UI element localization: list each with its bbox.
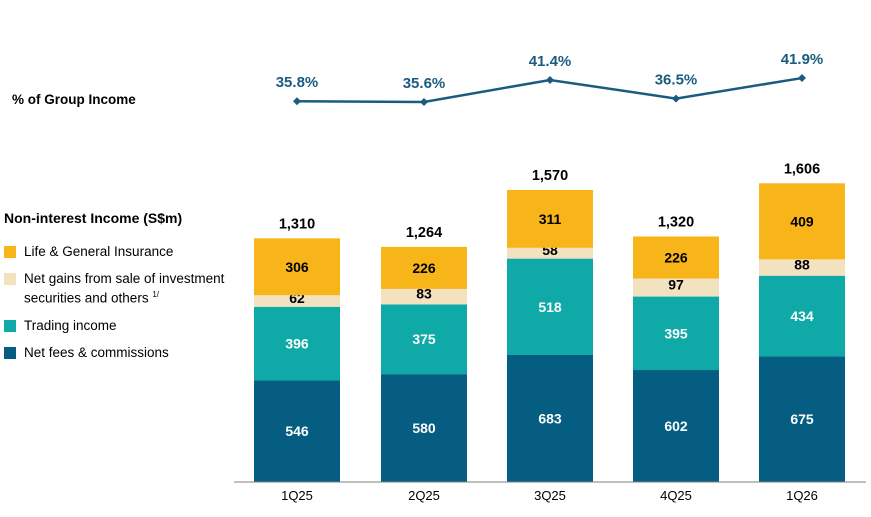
legend-swatch-net-fees: [4, 346, 16, 359]
bar-label-insurance-1Q26: 409: [790, 213, 814, 229]
bar-net-fees-1Q26: [759, 356, 845, 482]
bar-trading-income-2Q25: [381, 304, 467, 375]
line-point-label-1Q26: 41.9%: [781, 51, 824, 68]
bar-label-net-fees-4Q25: 602: [664, 418, 688, 434]
bar-label-net-fees-1Q26: 675: [790, 411, 814, 427]
total-label-1Q25: 1,310: [279, 216, 315, 232]
legend-swatch-net-gains: [4, 273, 16, 285]
legend-label-insurance: Life & General Insurance: [24, 244, 174, 259]
bar-label-net-fees-3Q25: 683: [538, 410, 562, 426]
bar-net-fees-4Q25: [633, 370, 719, 482]
bar-insurance-1Q26: [759, 183, 845, 260]
legend-footnote-marker: 1/: [152, 290, 160, 299]
bar-insurance-4Q25: [633, 236, 719, 279]
bar-net-fees-2Q25: [381, 374, 467, 482]
legend-label-net-fees: Net fees & commissions: [24, 344, 169, 360]
line-point-label-1Q25: 35.8%: [276, 74, 319, 91]
bar-net-fees-3Q25: [507, 354, 593, 482]
bar-insurance-1Q25: [254, 238, 340, 296]
bar-net-gains-2Q25: [381, 288, 467, 305]
legend-title: Non-interest Income (S$m): [4, 210, 183, 226]
line-point-4Q25: [672, 94, 680, 103]
total-label-1Q26: 1,606: [784, 161, 820, 177]
bar-label-net-gains-2Q25: 83: [416, 286, 432, 302]
legend-label-trading: Trading income: [24, 317, 117, 333]
legend-item-trading: Trading income: [4, 318, 254, 334]
legend: Non-interest Income (S$m) Life & General…: [4, 210, 254, 372]
total-label-3Q25: 1,570: [532, 168, 568, 184]
x-tick-label-1Q25: 1Q25: [281, 488, 313, 503]
legend-label-net-gains: Net gains from sale of investment securi…: [24, 271, 225, 306]
bar-insurance-3Q25: [507, 189, 593, 248]
bar-net-gains-3Q25: [507, 247, 593, 259]
bar-label-insurance-4Q25: 226: [664, 249, 688, 265]
bar-insurance-2Q25: [381, 246, 467, 289]
x-tick-label-3Q25: 3Q25: [534, 488, 566, 503]
legend-item-insurance: Life & General Insurance: [4, 244, 254, 260]
legend-item-net-fees: Net fees & commissions: [4, 345, 254, 361]
bar-label-net-gains-1Q26: 88: [794, 257, 810, 273]
bar-net-gains-1Q25: [254, 295, 340, 307]
line-point-label-4Q25: 36.5%: [655, 72, 698, 89]
x-tick-label-2Q25: 2Q25: [408, 488, 440, 503]
line-point-3Q25: [546, 75, 554, 84]
line-point-2Q25: [420, 98, 428, 106]
total-label-4Q25: 1,320: [658, 214, 694, 230]
total-label-2Q25: 1,264: [406, 225, 442, 241]
bar-label-trading-income-1Q26: 434: [790, 308, 814, 324]
line-point-1Q25: [293, 97, 301, 106]
x-tick-label-4Q25: 4Q25: [660, 488, 692, 503]
bar-label-trading-income-3Q25: 518: [538, 299, 562, 315]
bar-net-gains-4Q25: [633, 278, 719, 297]
line-point-label-3Q25: 41.4%: [529, 53, 572, 70]
legend-item-net-gains: Net gains from sale of investment securi…: [4, 271, 254, 307]
bar-label-insurance-3Q25: 311: [539, 211, 562, 227]
bar-trading-income-1Q25: [254, 306, 340, 381]
bar-label-trading-income-2Q25: 375: [412, 331, 436, 347]
legend-swatch-trading: [4, 319, 16, 332]
legend-swatch-insurance: [4, 246, 16, 258]
line-point-label-2Q25: 35.6%: [403, 75, 446, 92]
bar-trading-income-1Q26: [759, 275, 845, 357]
bar-label-net-gains-4Q25: 97: [668, 277, 684, 293]
bar-net-gains-1Q26: [759, 259, 845, 276]
line-point-1Q26: [798, 74, 806, 83]
x-tick-label-1Q26: 1Q26: [786, 488, 818, 503]
bar-label-insurance-1Q25: 306: [285, 259, 309, 275]
line-series-title: % of Group Income: [12, 92, 136, 107]
bar-label-trading-income-4Q25: 395: [664, 325, 688, 341]
bar-trading-income-3Q25: [507, 258, 593, 355]
bar-label-insurance-2Q25: 226: [412, 260, 436, 276]
bar-label-trading-income-1Q25: 396: [285, 336, 309, 352]
bar-label-net-fees-2Q25: 580: [412, 420, 436, 436]
bar-label-net-fees-1Q25: 546: [285, 423, 309, 439]
bar-net-fees-1Q25: [254, 380, 340, 482]
bar-trading-income-4Q25: [633, 296, 719, 371]
